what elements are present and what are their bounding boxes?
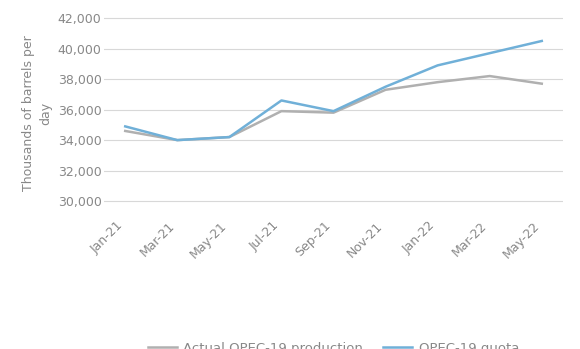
Line: Actual OPEC-19 production: Actual OPEC-19 production (125, 76, 542, 140)
Actual OPEC-19 production (486, 74, 493, 78)
Actual OPEC-19 production (174, 138, 181, 142)
OPEC-19 quota (434, 63, 441, 67)
OPEC-19 quota (174, 138, 181, 142)
OPEC-19 quota (278, 98, 285, 103)
Y-axis label: Thousands of barrels per
day: Thousands of barrels per day (22, 36, 52, 191)
Actual OPEC-19 production (382, 88, 389, 92)
OPEC-19 quota (122, 124, 129, 128)
Actual OPEC-19 production (538, 82, 545, 86)
Actual OPEC-19 production (226, 135, 233, 139)
Actual OPEC-19 production (122, 129, 129, 133)
OPEC-19 quota (538, 39, 545, 43)
Actual OPEC-19 production (278, 109, 285, 113)
OPEC-19 quota (486, 51, 493, 55)
Actual OPEC-19 production (434, 80, 441, 84)
OPEC-19 quota (330, 109, 337, 113)
OPEC-19 quota (382, 85, 389, 89)
OPEC-19 quota (226, 135, 233, 139)
Actual OPEC-19 production (330, 111, 337, 115)
Line: OPEC-19 quota: OPEC-19 quota (125, 41, 542, 140)
Legend: Actual OPEC-19 production, OPEC-19 quota: Actual OPEC-19 production, OPEC-19 quota (143, 336, 524, 349)
